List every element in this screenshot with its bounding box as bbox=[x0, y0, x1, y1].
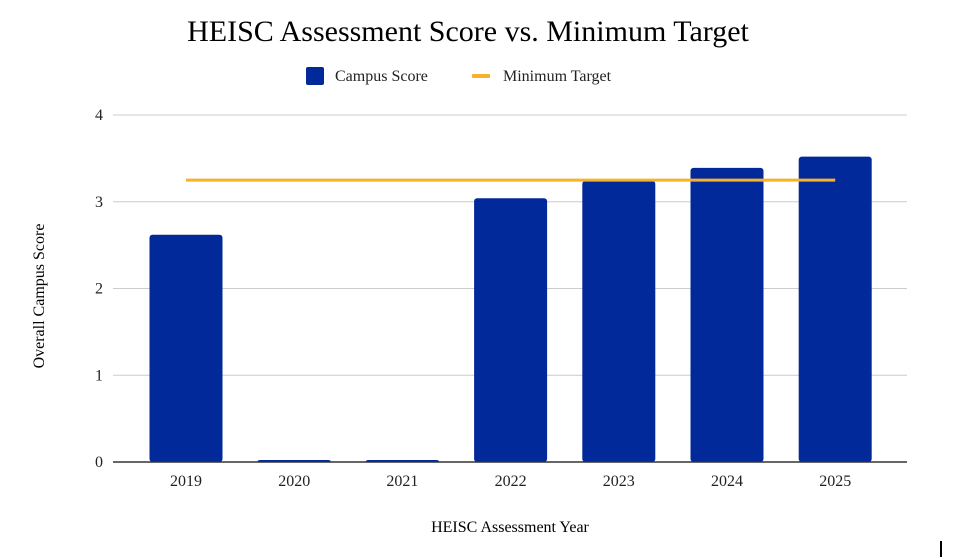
x-tick-label: 2022 bbox=[495, 473, 527, 490]
legend-label-minimum-target: Minimum Target bbox=[503, 68, 612, 85]
x-tick-label: 2020 bbox=[278, 473, 310, 490]
y-axis-ticks: 0 1 2 3 4 bbox=[95, 107, 103, 471]
legend: Campus Score Minimum Target bbox=[306, 67, 612, 85]
bar-series bbox=[149, 156, 872, 463]
y-tick-label: 0 bbox=[95, 454, 103, 471]
bar-2024 bbox=[690, 167, 764, 463]
x-tick-label: 2025 bbox=[819, 473, 851, 490]
legend-swatch-campus-score bbox=[306, 67, 324, 85]
legend-label-campus-score: Campus Score bbox=[335, 68, 428, 85]
y-tick-label: 1 bbox=[95, 367, 103, 384]
x-tick-label: 2023 bbox=[603, 473, 635, 490]
bar-2019 bbox=[149, 234, 223, 462]
y-tick-label: 4 bbox=[95, 107, 103, 124]
chart-title: HEISC Assessment Score vs. Minimum Targe… bbox=[187, 15, 749, 48]
x-axis-title: HEISC Assessment Year bbox=[431, 519, 589, 536]
bar-2025 bbox=[798, 156, 872, 462]
x-tick-label: 2024 bbox=[711, 473, 743, 490]
text-cursor bbox=[940, 541, 942, 557]
bar-2022 bbox=[474, 198, 548, 462]
legend-swatch-minimum-target bbox=[472, 74, 490, 78]
x-axis-ticks: 2019 2020 2021 2022 2023 2024 2025 bbox=[170, 473, 851, 490]
y-axis-title: Overall Campus Score bbox=[31, 224, 48, 369]
x-tick-label: 2019 bbox=[170, 473, 202, 490]
bar-2023 bbox=[582, 180, 656, 462]
y-tick-label: 2 bbox=[95, 281, 103, 298]
x-tick-label: 2021 bbox=[386, 473, 418, 490]
y-tick-label: 3 bbox=[95, 194, 103, 211]
